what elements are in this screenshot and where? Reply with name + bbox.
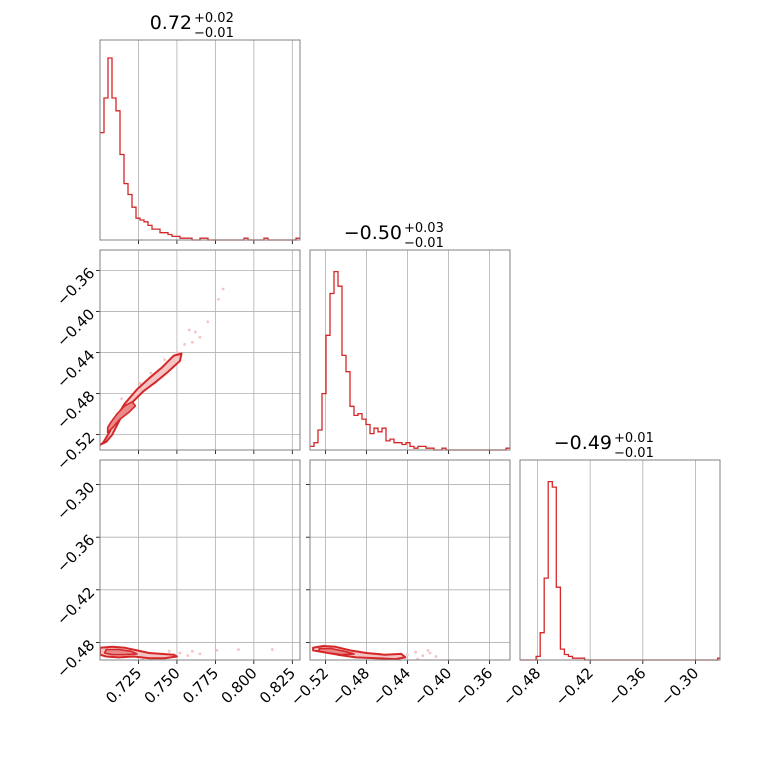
x-tick-label-0-0: 0.725 [102, 664, 145, 707]
x-tick-label-2-2: −0.36 [604, 664, 649, 709]
scatter-point-4 [149, 371, 153, 375]
panel-frame-1 [99, 459, 301, 661]
x-tick-label-0-1: 0.750 [141, 664, 184, 707]
contour-inner-2 [318, 647, 355, 656]
title-plus-2: +0.01 [614, 431, 654, 446]
scatter-point-10 [138, 381, 142, 385]
x-tick-label-2-1: −0.42 [552, 664, 597, 709]
title-median-1: −0.50 [344, 222, 402, 244]
scatter-point-3 [215, 648, 219, 652]
scatter-point-1 [414, 650, 418, 654]
x-tick-label-1-4: −0.36 [451, 664, 496, 709]
scatter-point-6 [206, 320, 210, 324]
x-tick-label-1-3: −0.40 [410, 664, 455, 709]
histogram-step-1 [310, 270, 510, 451]
scatter-point-14 [187, 328, 191, 332]
scatter-point-4 [237, 648, 240, 651]
scatter-point-0 [183, 342, 187, 346]
scatter-point-6 [167, 649, 171, 653]
y-tick-label-2-2: −0.36 [53, 531, 98, 576]
x-tick-label-1-1: −0.48 [328, 664, 373, 709]
scatter-point-12 [175, 351, 179, 354]
contour-inner-1 [103, 648, 138, 656]
x-tick-label-2-3: −0.30 [657, 664, 702, 709]
scatter-point-6 [410, 660, 413, 663]
contour-inner-0 [106, 400, 137, 434]
y-tick-label-2-0: −0.48 [53, 636, 98, 681]
title-median-0: 0.72 [150, 12, 192, 34]
title-minus-0: −0.01 [194, 26, 234, 41]
title-minus-1: −0.01 [404, 236, 444, 251]
hist-frame-1 [309, 249, 511, 451]
y-tick-label-1-3: −0.40 [53, 305, 98, 350]
panel-frame-2 [309, 459, 511, 661]
hist-frame-2 [519, 459, 721, 661]
contour-outer-0 [100, 352, 183, 446]
scatter-point-4 [416, 657, 420, 660]
title-plus-1: +0.03 [404, 221, 444, 236]
y-tick-label-2-3: −0.30 [53, 478, 98, 523]
scatter-point-9 [426, 648, 430, 652]
hist-frame-0 [99, 39, 301, 241]
y-tick-label-1-1: −0.48 [53, 387, 98, 432]
y-tick-label-1-2: −0.44 [53, 346, 98, 391]
scatter-point-0 [406, 653, 409, 657]
scatter-point-8 [221, 287, 225, 291]
x-tick-label-0-2: 0.775 [179, 664, 222, 707]
scatter-point-13 [120, 397, 123, 401]
scatter-point-11 [193, 330, 197, 334]
title-minus-2: −0.01 [614, 446, 654, 461]
x-tick-label-1-2: −0.44 [369, 664, 414, 709]
x-tick-label-2-0: −0.48 [499, 664, 544, 709]
scatter-point-2 [198, 652, 202, 656]
scatter-point-2 [421, 654, 425, 658]
y-tick-label-2-1: −0.42 [53, 583, 98, 628]
title-plus-0: +0.02 [194, 11, 234, 26]
panel-frame-0 [99, 249, 301, 451]
y-tick-label-1-4: −0.36 [53, 264, 98, 309]
x-tick-label-1-0: −0.52 [287, 664, 332, 709]
title-median-2: −0.49 [554, 432, 612, 454]
scatter-point-3 [190, 340, 194, 344]
scatter-point-9 [186, 654, 190, 658]
scatter-point-0 [178, 651, 182, 655]
scatter-point-5 [198, 335, 202, 339]
scatter-point-9 [163, 358, 167, 362]
scatter-point-7 [217, 297, 220, 301]
scatter-point-3 [428, 651, 432, 655]
scatter-point-1 [190, 649, 194, 653]
x-tick-label-0-3: 0.800 [218, 664, 261, 707]
histogram-step-2 [520, 480, 720, 661]
y-tick-label-1-0: −0.52 [53, 428, 98, 473]
histogram-step-0 [100, 57, 300, 241]
scatter-point-5 [434, 655, 438, 658]
scatter-point-5 [270, 648, 274, 651]
